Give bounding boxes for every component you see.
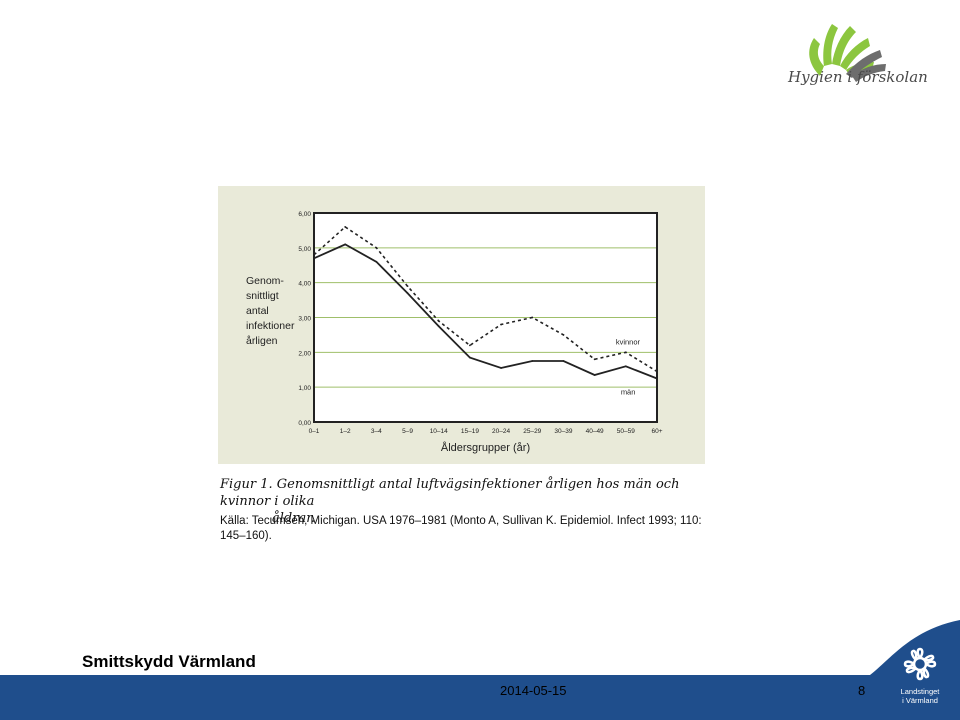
data-point (593, 374, 596, 376)
y-tick-label: 2,00 (298, 350, 311, 357)
data-point (593, 358, 596, 361)
x-axis-label: Åldersgrupper (år) (441, 441, 530, 454)
data-point (313, 253, 315, 256)
x-tick-label: 25–29 (523, 428, 541, 435)
x-tick-label: 20–24 (492, 428, 510, 435)
org-name-line-2: i Värmland (902, 696, 938, 705)
line-chart: 0,00 1,00 2,00 3,00 4,00 5,00 6,00 0–1 1–2 3–4 5–9… (246, 211, 663, 454)
x-tick-label: 5–9 (402, 428, 413, 435)
data-point (562, 334, 565, 336)
series-label: män (621, 387, 636, 396)
org-name-line-1: Landstinget (901, 687, 941, 696)
series-line-män (313, 243, 658, 380)
data-point (313, 257, 315, 260)
data-point (531, 316, 534, 319)
x-tick-label: 40–49 (586, 428, 604, 435)
y-axis-label-line: snittligt (246, 290, 279, 302)
data-point (406, 285, 409, 288)
data-point (375, 260, 378, 263)
caption-line-2: åldrar. (272, 511, 316, 526)
plot-frame (313, 212, 658, 423)
y-tick-label: 6,00 (298, 211, 311, 218)
y-axis-label-line: antal (246, 305, 269, 317)
data-point (500, 367, 502, 369)
footer-title: Smittskydd Värmland (82, 652, 256, 671)
x-tick-label: 10–14 (430, 428, 448, 435)
y-axis-label-line: årligen (246, 335, 278, 347)
data-point (469, 356, 471, 359)
y-tick-label: 0,00 (298, 420, 311, 427)
hygien-logo-hands-icon (809, 24, 886, 82)
data-point (624, 351, 627, 354)
data-point (624, 365, 627, 368)
data-point (656, 377, 658, 380)
landstinget-logo-icon: Landstinget i Värmland (870, 620, 960, 720)
x-tick-label: 15–19 (461, 428, 479, 435)
data-point (344, 226, 347, 228)
caption-line-1: Figur 1. Genomsnittligt antal luftvägsin… (220, 477, 680, 509)
x-tick-label: 30–39 (554, 428, 572, 435)
x-tick-label: 0–1 (309, 428, 320, 435)
figure-caption: Figur 1. Genomsnittligt antal luftvägsin… (220, 476, 710, 527)
x-tick-label: 50–59 (617, 428, 635, 435)
series-line-kvinnor (313, 225, 658, 373)
data-point (437, 325, 440, 328)
figure-source: Källa: Tecumseh, Michigan. USA 1976–1981… (220, 515, 702, 542)
data-point (562, 360, 565, 362)
y-tick-label: 3,00 (298, 316, 311, 323)
logo-text: Hygien i förskolan (788, 68, 928, 86)
data-point (500, 323, 502, 326)
data-point (344, 243, 347, 246)
x-tick-label: 60+ (651, 428, 662, 435)
y-tick-label: 4,00 (298, 281, 311, 288)
y-tick-label: 5,00 (298, 246, 311, 253)
data-point (656, 370, 658, 373)
data-point (531, 360, 534, 362)
data-point (406, 292, 409, 295)
y-axis-label-line: infektioner (246, 320, 295, 332)
data-point (469, 344, 471, 347)
y-tick-label: 1,00 (298, 385, 311, 392)
x-tick-label: 1–2 (340, 428, 351, 435)
page-number: 8 (858, 683, 866, 698)
series-label: kvinnor (616, 337, 641, 346)
footer-bar (0, 675, 960, 720)
data-point (375, 246, 378, 249)
y-axis-label-line: Genom- (246, 275, 284, 287)
footer-date: 2014-05-15 (500, 683, 567, 698)
x-tick-label: 3–4 (371, 428, 382, 435)
data-point (437, 320, 440, 322)
